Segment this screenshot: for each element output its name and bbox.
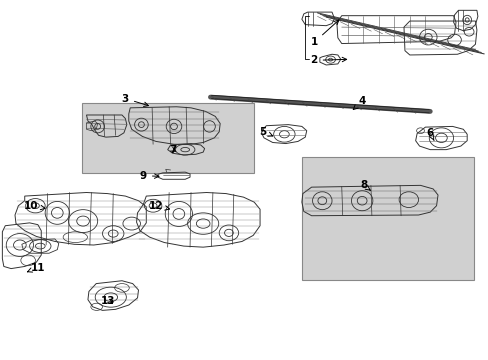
Text: 7: 7 [168, 145, 176, 155]
Text: 11: 11 [27, 262, 45, 273]
Text: 1: 1 [310, 20, 338, 48]
Text: 10: 10 [24, 201, 45, 211]
Text: 4: 4 [352, 96, 365, 109]
Bar [81, 103, 254, 173]
Text: 5: 5 [259, 127, 272, 137]
Text: 12: 12 [148, 201, 169, 211]
Text: 6: 6 [426, 128, 433, 141]
Text: 8: 8 [359, 180, 369, 190]
Text: 3: 3 [122, 94, 148, 107]
Bar [301, 157, 473, 280]
Text: 2: 2 [310, 55, 346, 65]
Text: 9: 9 [140, 171, 159, 181]
Text: 13: 13 [101, 296, 115, 306]
